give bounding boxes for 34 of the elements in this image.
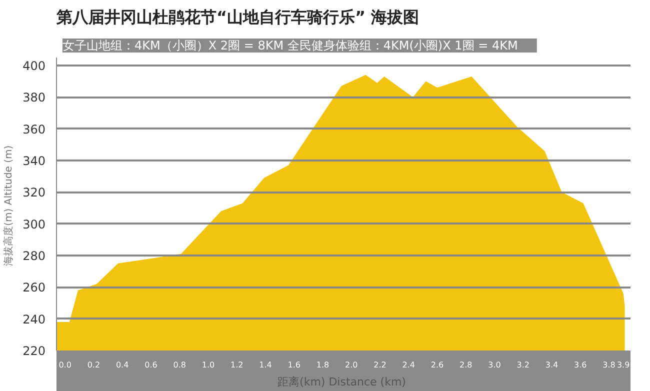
x-tick-label: 2.8 <box>460 360 472 370</box>
y-tick-label: 320 <box>22 186 46 200</box>
y-tick-label: 340 <box>22 154 46 168</box>
x-tick-label: 3.9 <box>616 360 630 370</box>
x-tick-label: 2.6 <box>430 360 444 370</box>
x-tick-label: 1.6 <box>288 360 300 370</box>
x-tick-label: 3.2 <box>516 360 530 370</box>
x-tick-label: 3.6 <box>574 360 587 370</box>
x-tick-label: 0.0 <box>58 360 72 370</box>
y-axis-title: 海拔高度(m) Altitude (m) <box>2 145 15 266</box>
chart-subtitle: 女子山地组：4KM（小圈）X 2圈 = 8KM 全民健身体验组：4KM(小圈)X 1圈 = 4KM <box>62 38 518 52</box>
y-tick-label: 240 <box>22 312 46 326</box>
y-tick-label: 280 <box>22 248 46 263</box>
x-tick-label: 0.8 <box>173 360 186 370</box>
y-tick-label: 300 <box>22 217 46 232</box>
x-tick-label: 0.6 <box>144 360 158 370</box>
x-tick-label: 2.4 <box>402 360 416 370</box>
x-tick-label: 1.2 <box>230 360 244 370</box>
y-tick-label: 400 <box>22 58 46 73</box>
x-tick-label: 1.0 <box>202 360 215 370</box>
x-tick-label: 1.4 <box>259 360 272 370</box>
y-tick-label: 260 <box>22 280 46 295</box>
x-tick-label: 2.0 <box>345 360 358 370</box>
x-tick-label: 3.0 <box>488 360 501 370</box>
x-tick-label: 3.4 <box>545 360 558 370</box>
chart-title: 第八届井冈山杜鹃花节“山地自行车骑行乐” 海拔图 <box>56 8 420 26</box>
x-tick-label: 0.4 <box>116 360 129 370</box>
y-tick-label: 380 <box>22 90 46 105</box>
x-tick-label: 3.8 <box>602 360 616 370</box>
x-tick-label: 1.8 <box>316 360 330 370</box>
y-tick-label: 220 <box>22 344 46 358</box>
x-tick-label: 2.2 <box>374 360 386 370</box>
x-tick-label: 0.2 <box>87 360 100 370</box>
y-tick-label: 360 <box>22 122 46 136</box>
